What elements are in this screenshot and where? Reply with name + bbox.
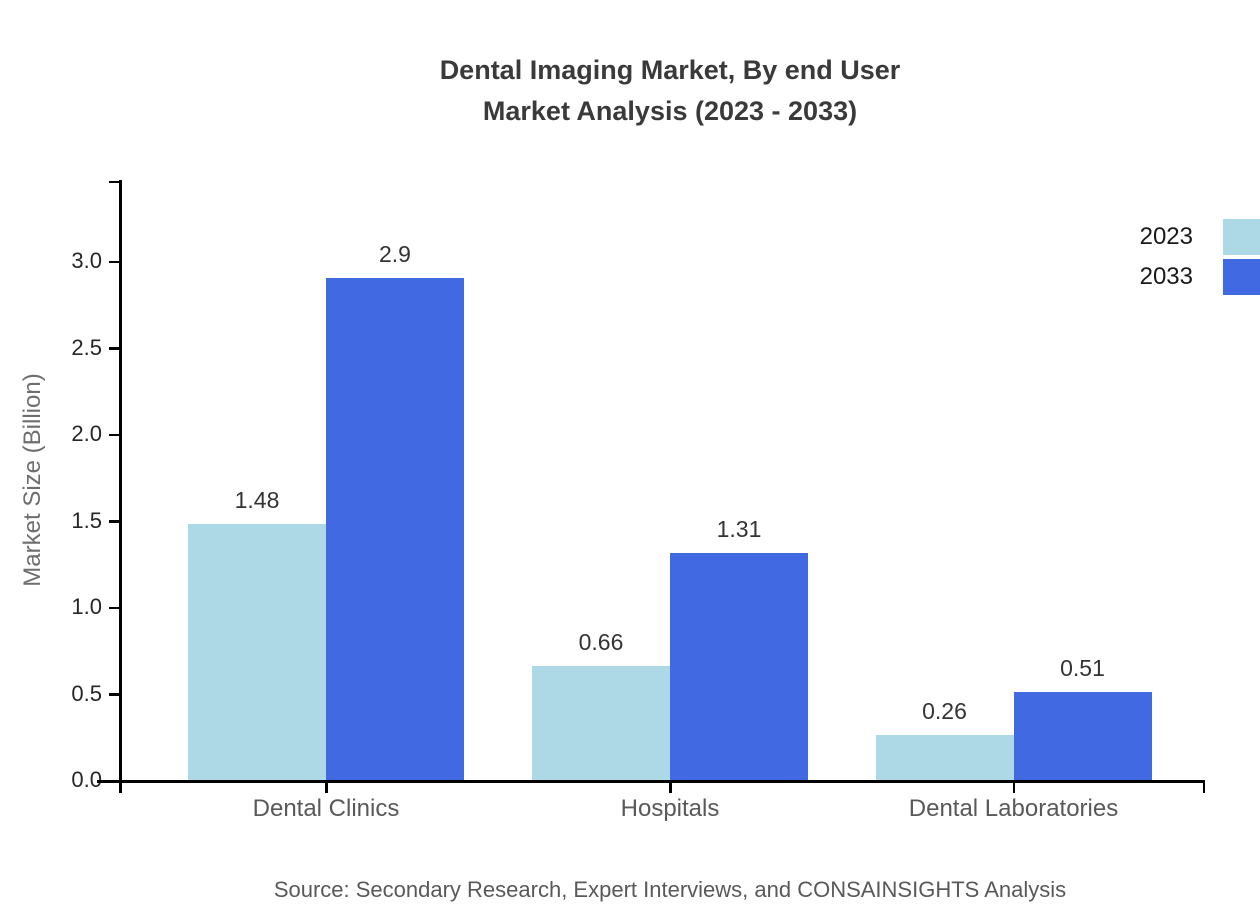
- chart-title: Dental Imaging Market, By end User Marke…: [140, 50, 1200, 132]
- y-tick-2.5: [109, 347, 120, 350]
- y-tick-label-3.0: 3.0: [71, 248, 102, 273]
- chart-title-line1: Dental Imaging Market, By end User: [439, 55, 901, 85]
- legend: 2023 2033: [1130, 219, 1260, 299]
- y-axis-spine: [118, 180, 122, 793]
- source-attribution: Source: Secondary Research, Expert Inter…: [273, 877, 1067, 902]
- bar-2023-dental-laboratories: [875, 735, 1014, 780]
- y-tick-label-2.0: 2.0: [71, 421, 102, 446]
- bar-value-2033-dental-laboratories: 0.51: [1060, 654, 1105, 681]
- y-tick-1.5: [109, 520, 120, 523]
- x-axis-right-cap: [1202, 781, 1205, 793]
- bar-value-2033-hospitals: 1.31: [716, 516, 762, 543]
- chart-title-line2: Market Analysis (2023 - 2033): [482, 96, 858, 126]
- bar-value-2023-hospitals: 0.66: [578, 628, 624, 655]
- y-tick-label-0.5: 0.5: [71, 680, 102, 706]
- bar-2023-hospitals: [532, 665, 670, 780]
- y-tick-3.0: [109, 260, 120, 263]
- bar-2033-dental-laboratories: [1013, 691, 1152, 780]
- x-tick-dental-laboratories: [1012, 781, 1015, 793]
- x-category-label-hospitals: Hospitals: [620, 795, 720, 822]
- bar-2033-dental-clinics: [326, 278, 464, 780]
- x-category-label-dental-clinics: Dental Clinics: [252, 795, 400, 822]
- x-tick-dental-clinics: [325, 781, 328, 793]
- y-axis-title: Market Size (Billion): [19, 373, 46, 587]
- x-category-label-dental-laboratories: Dental Laboratories: [908, 795, 1119, 822]
- legend-label-2033: 2033: [1139, 263, 1193, 290]
- bar-value-2023-dental-clinics: 1.48: [234, 486, 280, 513]
- legend-item-2023: 2023: [1130, 219, 1260, 255]
- y-tick-label-1.5: 1.5: [71, 507, 102, 533]
- y-axis-top-cap: [109, 180, 120, 183]
- y-tick-1.0: [109, 606, 120, 609]
- legend-label-2023: 2023: [1139, 223, 1193, 250]
- y-tick-0.5: [109, 693, 120, 696]
- bar-2023-dental-clinics: [188, 523, 326, 780]
- y-tick-label-0.0: 0.0: [71, 767, 102, 792]
- legend-item-2033: 2033: [1130, 259, 1260, 295]
- bar-2033-hospitals: [670, 553, 808, 780]
- bar-value-2033-dental-clinics: 2.9: [379, 241, 411, 268]
- y-tick-2.0: [109, 433, 120, 436]
- x-axis-spine: [97, 780, 1205, 783]
- x-tick-hospitals: [669, 781, 672, 793]
- y-tick-label-1.0: 1.0: [71, 594, 102, 619]
- legend-swatch-2033: [1223, 259, 1260, 295]
- legend-swatch-2023: [1223, 219, 1260, 255]
- y-tick-label-2.5: 2.5: [71, 334, 102, 360]
- bar-value-2023-dental-laboratories: 0.26: [922, 698, 967, 725]
